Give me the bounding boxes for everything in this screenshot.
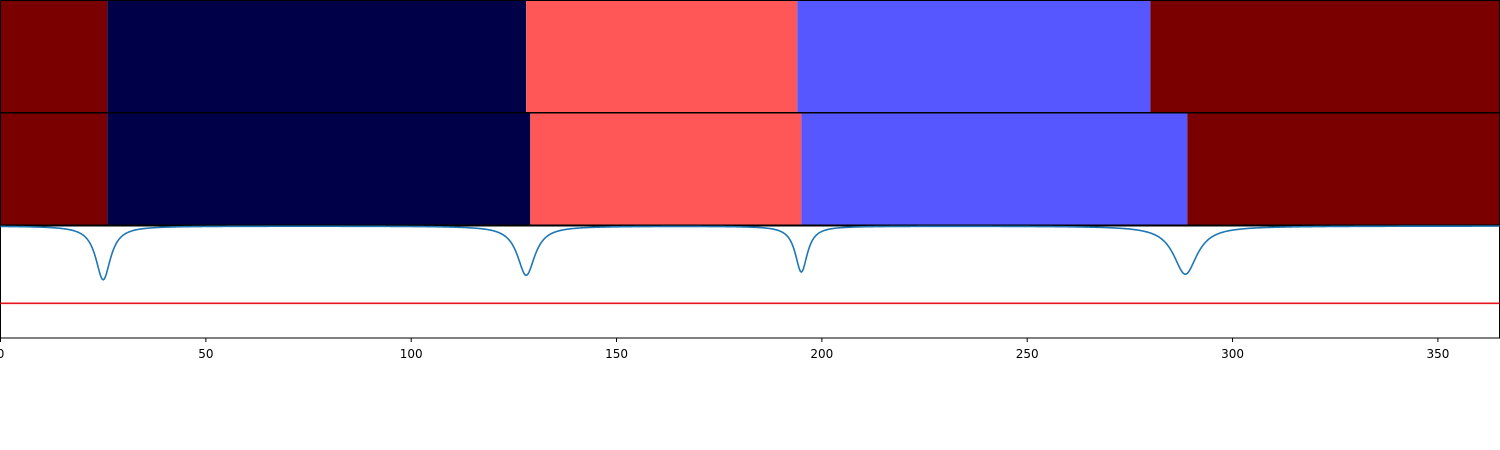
segment-1-0 [0,113,108,225]
x-tick-label: 350 [1426,347,1449,361]
x-tick-label: 100 [400,347,423,361]
segment-1-2 [530,113,802,225]
x-tick-label: 200 [810,347,833,361]
x-tick-label: 150 [605,347,628,361]
x-tick-label: 300 [1221,347,1244,361]
x-tick-label: 0 [0,347,4,361]
segment-0-0 [0,0,108,113]
segment-0-3 [797,0,1151,113]
x-axis: 0 50 100 150 200 250 300 350 [0,338,1449,361]
segment-1-4 [1187,113,1500,225]
signal-panel [0,225,1500,339]
segment-0-2 [526,0,798,113]
x-tick-label: 250 [1016,347,1039,361]
segment-1-1 [107,113,531,225]
segment-0-1 [107,0,527,113]
segment-0-4 [1150,0,1500,113]
signal-curve [0,225,1500,281]
signal-panel-frame [0,225,1500,339]
x-tick-label: 50 [198,347,213,361]
segmentation-panel-top [0,0,1500,113]
segment-1-3 [801,113,1188,225]
segmentation-panel-bottom [0,112,1500,226]
